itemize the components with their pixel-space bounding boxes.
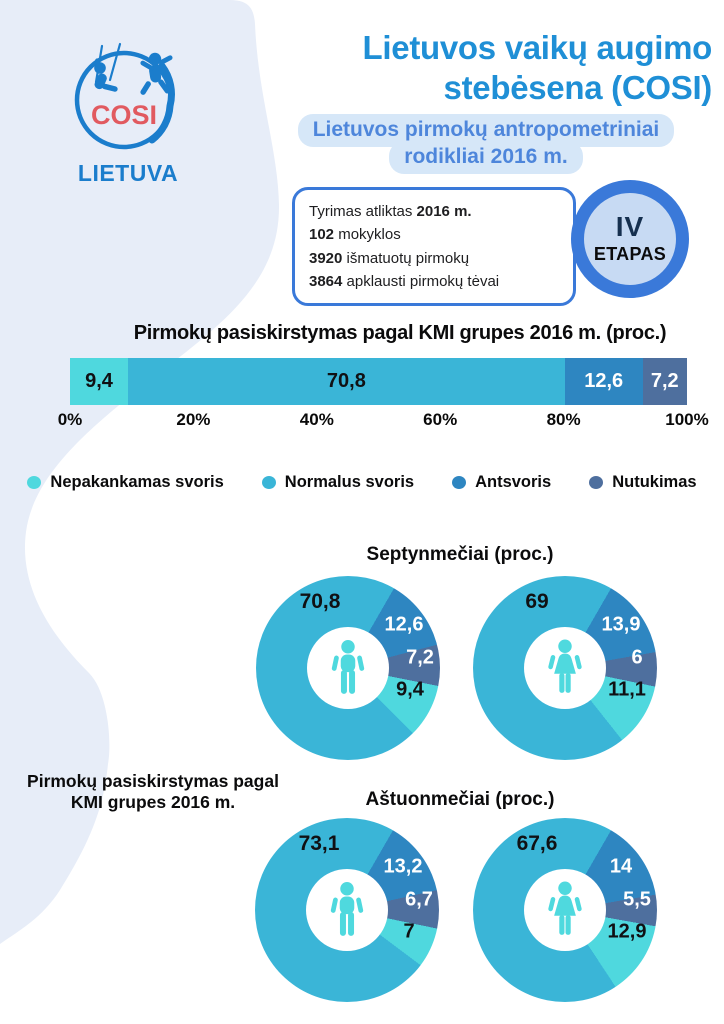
donut-slice-label: 70,8 (299, 590, 341, 613)
legend-dot (452, 476, 467, 489)
donut-slice-label: 73,1 (298, 832, 340, 855)
subtitle-line2: rodikliai 2016 m. (389, 141, 583, 174)
axis-tick-label: 100% (665, 410, 709, 429)
bar-segment: 9,4 (70, 358, 128, 405)
donut-hole (524, 627, 606, 709)
donut-slice-label: 12,6 (384, 613, 424, 636)
bar-segment: 12,6 (564, 358, 643, 405)
swing-children-figures (94, 52, 173, 95)
legend-item: Antsvoris (452, 473, 551, 492)
donut-slice-label: 67,6 (516, 832, 558, 855)
donut-chart-astuonmeciai-boys: 7 73,1 13,2 6,7 (247, 810, 447, 1010)
cosi-logo-emblem: COSI (74, 42, 175, 150)
info-line-measured: 3920 išmatuotų pirmokų (309, 249, 470, 267)
section-title-astuonmeciai: Aštuonmečiai (proc.) (365, 789, 555, 810)
donut-slice-label: 14 (609, 855, 633, 878)
legend-dot (589, 476, 604, 489)
cosi-logo: COSI LIETUVA (58, 36, 198, 187)
donut-hole (307, 627, 389, 709)
donut-slice-label: 69 (525, 590, 549, 613)
axis-tick-label: 80% (546, 410, 581, 429)
page-subtitle: Lietuvos pirmokų antropometriniai rodikl… (250, 114, 722, 174)
info-line-survey: Tyrimas atliktas 2016 m. (309, 203, 472, 220)
legend-dot (261, 476, 276, 489)
page-title-line1: Lietuvos vaikų augimo (362, 29, 713, 66)
legend-label: Normalus svoris (284, 473, 415, 491)
boy-icon (331, 640, 365, 694)
donut-slice-label: 11,1 (608, 678, 646, 701)
legend-item: Nutukimas (589, 473, 697, 492)
side-label: Pirmokų pasiskirstymas pagal KMI grupes … (27, 771, 279, 812)
legend: Nepakankamas svoris Normalus svoris Antsvo… (0, 473, 724, 492)
stage-number: IV (615, 211, 645, 242)
donut-hole (524, 869, 606, 951)
donut-slice-label: 5,5 (623, 888, 651, 911)
donut-hole (306, 869, 388, 951)
axis-tick-label: 40% (299, 410, 334, 429)
info-line-schools: 102 mokyklos (309, 226, 401, 244)
info-line-parents: 3864 apklausti pirmokų tėvai (309, 272, 500, 290)
axis-tick-label: 20% (176, 410, 211, 429)
axis-tick-label: 60% (423, 410, 458, 429)
page-title-line2: stebėsena (COSI) (443, 68, 713, 106)
girl-icon (548, 881, 582, 935)
donut-chart-septynmeciai-boys: 9,4 70,8 12,6 7,2 (248, 568, 448, 768)
study-info-box: Tyrimas atliktas 2016 m. 102 mokyklos 39… (292, 187, 576, 306)
legend-label: Nepakankamas svoris (50, 473, 224, 491)
legend-item: Normalus svoris (261, 473, 415, 492)
bar-axis: 0% 20% 40% 60% 80% 100% (58, 410, 709, 432)
bar-segment: 70,8 (127, 358, 565, 405)
donut-slice-label: 13,9 (601, 613, 641, 636)
axis-tick-label: 0% (57, 410, 83, 429)
legend-dot (27, 476, 42, 489)
bar-chart-title: Pirmokų pasiskirstymas pagal KMI grupes … (133, 322, 667, 344)
donut-slice-label: 12,9 (607, 920, 647, 943)
donut-slice-label: 9,4 (396, 678, 424, 701)
cosi-wordmark: COSI (91, 100, 157, 130)
legend-label: Nutukimas (612, 473, 697, 491)
donut-slice-label: 7 (403, 920, 415, 943)
donut-slice-label: 6 (631, 646, 643, 669)
donut-slice-label: 7,2 (406, 646, 434, 669)
section-title-septynmeciai: Septynmečiai (proc.) (366, 544, 554, 565)
stacked-bar: 9,4 70,8 12,6 7,2 (70, 358, 687, 405)
girl-icon (548, 639, 582, 693)
donut-chart-septynmeciai-girls: 11,1 69 13,9 6 (465, 568, 665, 768)
page-title: Lietuvos vaikų augimo stebėsena (COSI) (240, 28, 713, 107)
legend-label: Antsvoris (475, 473, 552, 491)
bar-segment: 7,2 (642, 358, 687, 405)
donut-chart-astuonmeciai-girls: 12,9 67,6 14 5,5 (465, 810, 665, 1010)
donut-slice-label: 6,7 (405, 888, 433, 911)
stage-badge: IV ETAPAS (571, 180, 689, 298)
stage-label: ETAPAS (593, 244, 667, 264)
lietuva-wordmark: LIETUVA (77, 160, 179, 186)
boy-icon (330, 882, 364, 936)
donut-slice-label: 13,2 (383, 855, 423, 878)
legend-item: Nepakankamas svoris (27, 473, 224, 492)
